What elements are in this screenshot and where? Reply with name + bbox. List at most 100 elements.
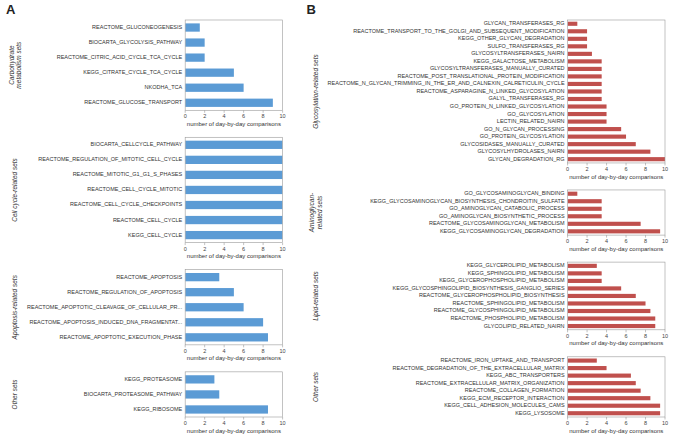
- section-title: Cell cycle-related sets: [11, 157, 19, 221]
- bar: [568, 381, 636, 385]
- category-label: KEGG_RIBOSOME: [134, 406, 183, 412]
- bar: [185, 171, 282, 179]
- x-axis-label: number of day-by-day comparisons: [187, 428, 281, 434]
- bar: [568, 222, 641, 226]
- figure: Carbohydratemetabolism setsREACTOME_GLUC…: [0, 0, 679, 440]
- section-title: Carbohydratemetabolism sets: [8, 41, 22, 89]
- x-axis-label: number of day-by-day comparisons: [187, 253, 281, 259]
- category-label: REACTOME_DEGRADATION_OF_THE_EXTRACELLULA…: [393, 365, 565, 371]
- tick-label: 2: [203, 420, 206, 426]
- tick-label: 2: [203, 246, 206, 252]
- tick-label: 8: [262, 246, 265, 252]
- category-label: KEGG_GLYCOSAMINOGLYCAN_BIOSYNTHESIS_CHON…: [370, 198, 565, 204]
- category-label: REACTOME_N_GLYCAN_TRIMMING_IN_THE_ER_AND…: [328, 80, 565, 86]
- bars: [185, 23, 273, 107]
- category-label: REACTOME_GLYCEROPHOSPHOLIPID_BIOSYNTHESI…: [419, 292, 565, 298]
- tick-label: 8: [262, 348, 265, 354]
- category-label: GLYCOSYLTRANSFERASES_MANUALLY_CURATED: [430, 65, 565, 71]
- plot-frame: [568, 357, 665, 417]
- category-label: GLYCOLIPID_RELATED_NAIRN: [484, 323, 565, 329]
- tick-label: 0: [566, 333, 569, 339]
- bar: [185, 375, 214, 383]
- category-label: GO_PROTEIN_GLYCOSYLATION: [480, 133, 565, 139]
- bar: [568, 309, 651, 313]
- bar: [185, 99, 273, 107]
- bar: [185, 186, 282, 194]
- section-title: Apoptosis-related sets: [11, 274, 19, 340]
- bar: [568, 404, 661, 408]
- bar: [185, 216, 282, 224]
- category-label: GO_N_GLYCAN_PROCESSING: [484, 126, 565, 132]
- category-label: KEGG_GALACTOSE_METABOLISM: [473, 58, 565, 64]
- tick-label: 2: [586, 333, 589, 339]
- tick-label: 10: [280, 348, 286, 354]
- category-label: REACTOME_MITOTIC_G1_G1_S_PHASES: [73, 171, 183, 177]
- bar: [185, 231, 282, 239]
- tick-label: 6: [625, 333, 628, 339]
- section: Cell cycle-related sets BIOCARTA_CELLCYCL…: [11, 137, 285, 259]
- category-label: GO_GLYCOSYLATION: [507, 111, 564, 117]
- x-axis-label: number of day-by-day comparisons: [569, 246, 663, 252]
- category-label: REACTOME_COLLAGEN_FORMATION: [465, 387, 565, 393]
- tick-label: 2: [586, 238, 589, 244]
- section-title-line: Apoptosis-related sets: [11, 274, 19, 340]
- bar: [185, 141, 282, 149]
- category-label: REACTOME_APOPTOSIS: [116, 274, 182, 280]
- bar: [568, 150, 651, 154]
- section: Apoptosis-related sets REACTOME_APOPTOSIS…: [11, 270, 285, 362]
- bar: [568, 192, 578, 196]
- bar: [568, 120, 607, 124]
- section-title: Lipid-related sets: [312, 270, 320, 320]
- category-label: REACTOME_APOPTOTIC_CLEAVAGE_OF_CELLULAR_…: [27, 304, 183, 310]
- tick-label: 6: [242, 420, 245, 426]
- bar: [568, 389, 641, 393]
- tick-label: 0: [184, 420, 187, 426]
- plot-frame: [185, 270, 282, 345]
- bar: [568, 112, 607, 116]
- category-label: REACTOME_APOPTOTIC_EXECUTION_PHASE: [60, 334, 183, 340]
- panel-label: B: [307, 2, 316, 17]
- background: [0, 0, 679, 440]
- tick-label: 0: [566, 420, 569, 426]
- category-label: NKODHA_TCA: [145, 84, 183, 90]
- category-label: GLYCAN_DEGRADATION_RG: [488, 156, 565, 162]
- bar: [568, 37, 587, 41]
- tick-label: 0: [566, 238, 569, 244]
- section-title: Other sets: [312, 371, 319, 402]
- bar: [568, 29, 587, 33]
- bars: [568, 22, 665, 162]
- bar: [185, 201, 282, 209]
- plot-frame: [568, 262, 665, 330]
- bar: [568, 104, 607, 108]
- bar: [568, 127, 622, 131]
- bar: [185, 333, 268, 341]
- bar: [185, 69, 234, 77]
- category-label: BIOCARTA_GLYCOLYSIS_PATHWAY: [89, 39, 183, 45]
- tick-label: 10: [662, 238, 668, 244]
- category-label: GO_PROTEIN_N_LINKED_GLYCOSYLATION: [450, 103, 565, 109]
- bar: [568, 44, 587, 48]
- category-label: KEGG_GLYCOSPHINGOLIPID_BIOSYNTHESIS_GANG…: [393, 285, 565, 291]
- tick-label: 10: [280, 113, 286, 119]
- category-label: BIOCARTA_PROTEASOME_PATHWAY: [84, 391, 183, 397]
- bar: [185, 23, 200, 31]
- category-label: REACTOME_REGULATION_OF_MITOTIC_CELL_CYCL…: [38, 156, 182, 162]
- bar: [568, 82, 602, 86]
- x-axis-label: number of day-by-day comparisons: [569, 428, 663, 434]
- section-title: Other sets: [11, 379, 18, 410]
- category-label: KEGG_OTHER_GLYCAN_DEGRADATION: [458, 35, 564, 41]
- tick-label: 8: [262, 420, 265, 426]
- category-label: BIOCARTA_CELLCYCLE_PATHWAY: [91, 141, 183, 147]
- tick-label: 10: [662, 420, 668, 426]
- category-label: KEGG_GLYCEROPHOSPHOLIPID_METABOLISM: [439, 277, 565, 283]
- bar: [568, 286, 622, 290]
- bar: [568, 157, 665, 161]
- bars: [568, 359, 661, 416]
- section: Glycosylation-related setsGLYCAN_TRANSFE…: [312, 20, 668, 180]
- bars: [185, 141, 282, 240]
- plot-frame: [568, 20, 665, 163]
- tick-label: 10: [280, 246, 286, 252]
- bar: [568, 271, 602, 275]
- category-label: KEGG_CITRATE_CYCLE_TCA_CYCLE: [83, 69, 182, 75]
- tick-label: 6: [242, 113, 245, 119]
